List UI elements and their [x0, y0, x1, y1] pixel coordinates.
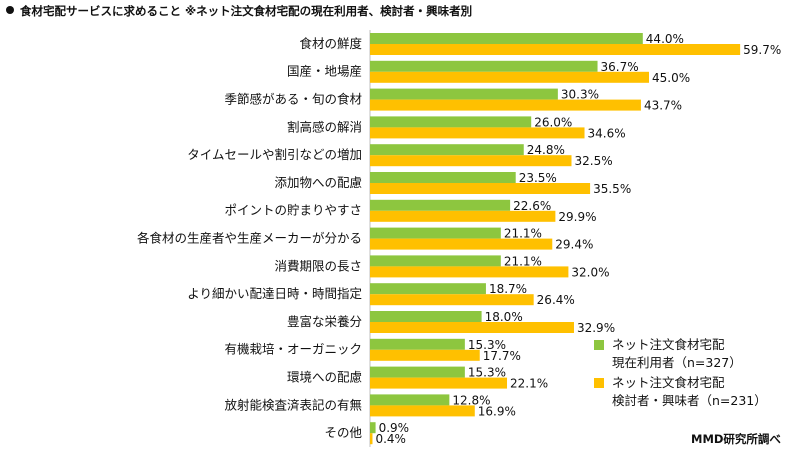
bar-considering [370, 405, 475, 417]
bar-considering [370, 210, 556, 222]
bar-considering [370, 71, 649, 83]
value-label-considering: 29.9% [558, 210, 596, 224]
category-label: より細かい配達日時・時間指定 [187, 286, 362, 301]
category-label: その他 [324, 425, 362, 440]
value-label-considering: 32.9% [577, 321, 615, 335]
bar-current [370, 394, 450, 406]
category-label: 季節感がある・旬の食材 [224, 92, 362, 107]
value-label-considering: 43.7% [644, 99, 682, 113]
category-label: 消費期限の長さ [274, 258, 362, 273]
bar-current [370, 199, 511, 211]
value-label-current: 15.3% [468, 338, 506, 352]
value-label-considering: 59.7% [743, 43, 781, 57]
category-label: 放射能検査済表記の有無 [224, 397, 362, 412]
bar-considering [370, 44, 741, 55]
value-label-considering: 26.4% [537, 293, 575, 307]
chart-title: 食材宅配サービスに求めること ※ネット注文食材宅配の現在利用者、検討者・興味者別 [6, 3, 472, 19]
category-label: 添加物への配慮 [274, 175, 362, 190]
bar-current [370, 88, 558, 100]
value-label-considering: 32.0% [571, 265, 609, 279]
bar-considering [370, 433, 373, 445]
value-label-considering: 22.1% [510, 377, 548, 391]
value-label-current: 44.0% [646, 32, 684, 46]
bar-considering [370, 294, 534, 306]
bar-considering [370, 349, 480, 361]
category-label: ポイントの貯まりやすさ [224, 203, 362, 218]
value-label-considering: 32.5% [575, 154, 613, 168]
source-credit: MMD研究所調べ [691, 432, 781, 446]
value-label-current: 12.8% [452, 393, 490, 407]
category-label: 各食材の生産者や生産メーカーが分かる [137, 231, 362, 246]
category-label: タイムセールや割引などの増加 [187, 147, 362, 162]
bar-current [370, 255, 501, 267]
category-label: 有機栽培・オーガニック [224, 342, 362, 357]
bar-considering [370, 99, 641, 111]
legend: ネット注文食材宅配 現在利用者（n=327） ネット注文食材宅配 検討者・興味者… [594, 336, 767, 413]
bar-current [370, 144, 524, 156]
value-label-current: 23.5% [519, 171, 557, 185]
bar-considering [370, 127, 585, 139]
bar-current [370, 338, 465, 350]
value-label-considering: 16.9% [478, 404, 516, 418]
chart-title-text: 食材宅配サービスに求めること ※ネット注文食材宅配の現在利用者、検討者・興味者別 [20, 4, 473, 18]
bar-current [370, 172, 516, 183]
value-label-considering: 35.5% [593, 182, 631, 196]
legend-label-considering-2: 検討者・興味者（n=231） [612, 393, 767, 409]
value-label-current: 30.3% [561, 88, 599, 102]
category-label: 食材の鮮度 [299, 36, 362, 51]
category-label: 環境への配慮 [287, 370, 362, 385]
value-label-current: 0.9% [379, 421, 410, 435]
value-label-current: 26.0% [534, 115, 572, 129]
bullet-icon [6, 6, 14, 14]
bar-current [370, 227, 501, 239]
legend-label-considering-1: ネット注文食材宅配 [612, 375, 725, 391]
legend-swatch-current [594, 340, 604, 350]
bar-current [370, 116, 532, 128]
value-label-considering: 0.4% [375, 432, 406, 446]
value-label-current: 15.3% [468, 366, 506, 380]
value-label-considering: 45.0% [652, 71, 690, 85]
legend-label-current-2: 現在利用者（n=327） [612, 355, 742, 371]
bar-considering [370, 377, 508, 389]
value-label-current: 18.7% [489, 282, 527, 296]
value-label-considering: 34.6% [588, 126, 626, 140]
legend-label-current-1: ネット注文食材宅配 [612, 337, 725, 352]
value-label-current: 18.0% [485, 310, 523, 324]
value-label-considering: 17.7% [483, 349, 521, 363]
value-label-current: 22.6% [513, 199, 551, 213]
bar-considering [370, 183, 591, 194]
value-label-current: 36.7% [601, 60, 639, 74]
value-label-current: 21.1% [504, 227, 542, 241]
category-label: 国産・地場産 [287, 64, 362, 79]
bar-considering [370, 266, 569, 278]
bar-current [370, 311, 482, 322]
bar-considering [370, 322, 574, 333]
category-label: 割高感の解消 [287, 119, 362, 134]
value-label-current: 24.8% [527, 143, 565, 157]
legend-item-current: ネット注文食材宅配 現在利用者（n=327） [594, 336, 767, 372]
legend-item-considering: ネット注文食材宅配 検討者・興味者（n=231） [594, 374, 767, 410]
legend-swatch-considering [594, 378, 604, 389]
value-label-current: 21.1% [504, 254, 542, 268]
bar-current [370, 283, 486, 295]
category-label: 豊富な栄養分 [287, 314, 362, 329]
bar-current [370, 366, 465, 378]
bar-current [370, 33, 643, 44]
bar-current [370, 422, 376, 434]
bar-considering [370, 238, 553, 250]
value-label-considering: 29.4% [555, 238, 593, 252]
bar-considering [370, 155, 572, 167]
bar-current [370, 60, 598, 72]
